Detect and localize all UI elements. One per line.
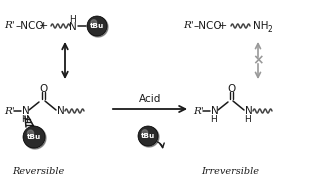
Text: R': R' [4,106,15,115]
Circle shape [91,20,97,25]
Text: N: N [22,106,30,116]
Text: H: H [21,115,28,125]
Text: –NCO: –NCO [15,21,44,31]
Circle shape [139,127,159,147]
Text: ×: × [252,53,264,67]
Text: +: + [217,21,227,31]
Circle shape [27,130,33,136]
Text: tBu: tBu [141,133,155,139]
Text: R': R' [183,22,194,30]
Circle shape [142,130,148,135]
Text: R': R' [193,106,204,115]
Text: N: N [57,106,65,116]
Text: tBu: tBu [27,134,41,140]
Text: H: H [244,115,251,125]
Text: N: N [245,106,253,116]
Text: –NCO: –NCO [194,21,223,31]
Text: 2: 2 [268,25,273,34]
Text: tBu: tBu [90,23,104,29]
Text: O: O [39,84,47,94]
Text: Reversible: Reversible [12,167,64,176]
Text: N: N [211,106,219,116]
Text: NH: NH [253,21,269,31]
Circle shape [23,126,45,148]
Text: +: + [38,21,48,31]
Circle shape [88,17,108,37]
Text: H: H [69,15,76,23]
Circle shape [87,16,107,36]
Text: Irreversible: Irreversible [201,167,259,176]
Text: Acid: Acid [139,94,161,104]
Text: N: N [69,22,77,32]
Text: R': R' [4,22,15,30]
Circle shape [24,127,46,149]
Text: O: O [227,84,235,94]
Text: H: H [210,115,217,125]
Circle shape [138,126,158,146]
